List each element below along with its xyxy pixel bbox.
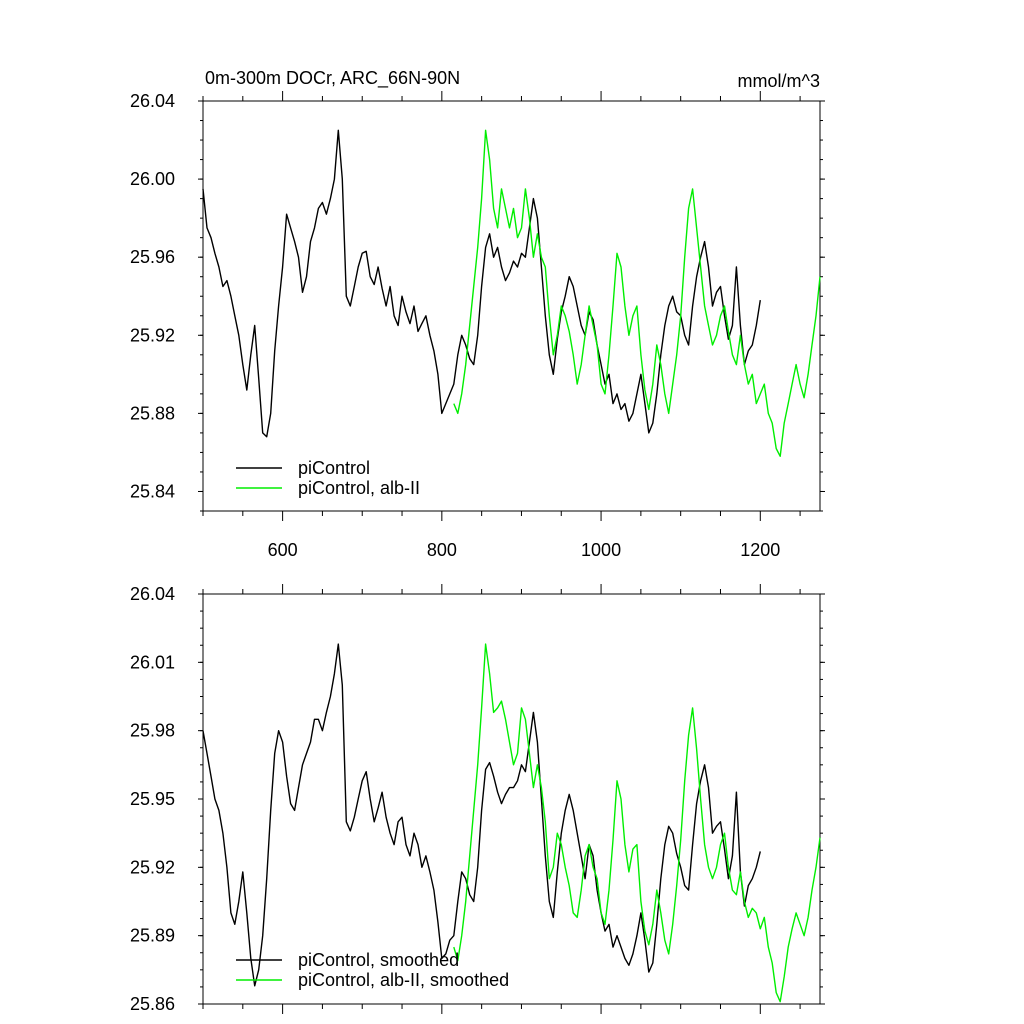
y-tick-label: 25.95: [130, 789, 175, 809]
legend-label: piControl, smoothed: [298, 950, 459, 970]
y-tick-label: 25.96: [130, 247, 175, 267]
y-tick-label: 26.00: [130, 169, 175, 189]
y-tick-label: 25.98: [130, 721, 175, 741]
bottom-series: [202, 643, 821, 1003]
series-line-1: [453, 129, 821, 457]
x-tick-label: 1200: [740, 540, 780, 560]
y-tick-label: 25.84: [130, 481, 175, 501]
y-tick-label: 26.04: [130, 91, 175, 111]
bottom-panel: 25.86 25.89 25.92 25.95 25.98 26.01 26.04 piCo…: [130, 584, 825, 1014]
x-tick-label: 1000: [581, 540, 621, 560]
y-tick-label: 25.92: [130, 857, 175, 877]
top-plot-frame: [202, 100, 821, 512]
top-ticks: 25.84 25.88 25.92 25.96 26.00 26.04 600 800 1000…: [130, 91, 825, 560]
top-series: [202, 129, 821, 457]
x-tick-label: 800: [427, 540, 457, 560]
legend-label: piControl: [298, 458, 370, 478]
top-panel: 0m-300m DOCr, ARC_66N-90N mmol/m^3 25.84…: [130, 68, 825, 560]
y-tick-label: 26.04: [130, 584, 175, 604]
x-tick-label: 600: [268, 540, 298, 560]
top-panel-title: 0m-300m DOCr, ARC_66N-90N: [205, 68, 460, 89]
top-panel-units: mmol/m^3: [738, 71, 820, 91]
y-tick-label: 25.89: [130, 926, 175, 946]
bottom-ticks: 25.86 25.89 25.92 25.95 25.98 26.01 26.04: [130, 584, 825, 1014]
series-line-1: [453, 643, 821, 1003]
series-line-0: [202, 643, 761, 987]
legend-label: piControl, alb-II, smoothed: [298, 970, 509, 990]
y-tick-label: 25.88: [130, 403, 175, 423]
y-tick-label: 25.86: [130, 994, 175, 1014]
y-tick-label: 26.01: [130, 652, 175, 672]
legend-label: piControl, alb-II: [298, 478, 420, 498]
y-tick-label: 25.92: [130, 325, 175, 345]
series-line-0: [202, 129, 761, 438]
bottom-plot-frame: [202, 593, 821, 1005]
